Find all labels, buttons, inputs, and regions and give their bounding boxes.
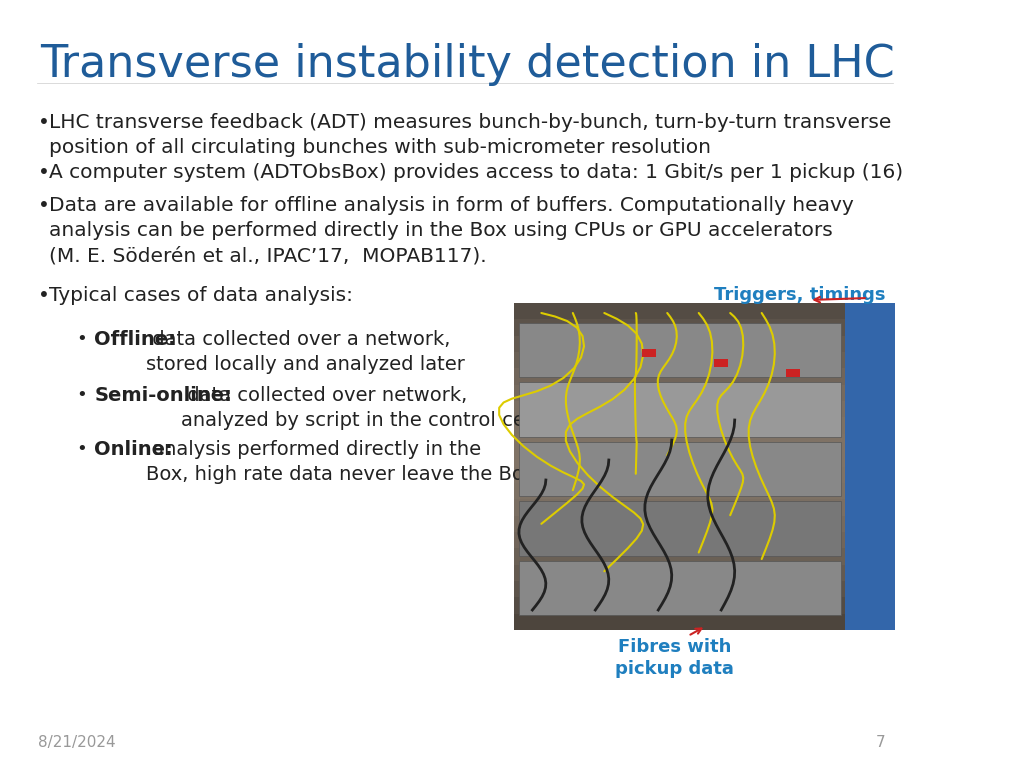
Bar	[514, 369, 895, 385]
Text: Triggers, timings: Triggers, timings	[715, 286, 886, 304]
Text: •: •	[77, 440, 87, 458]
Text: data collected over a network,
stored locally and analyzed later: data collected over a network, stored lo…	[145, 330, 465, 374]
Text: •: •	[38, 196, 49, 215]
Bar	[514, 418, 895, 434]
Bar	[514, 614, 895, 630]
Bar	[514, 466, 895, 483]
Text: •: •	[38, 163, 49, 182]
Bar	[514, 515, 895, 532]
Bar	[519, 442, 841, 496]
Text: Data are available for offline analysis in form of buffers. Computationally heav: Data are available for offline analysis …	[49, 196, 854, 265]
Text: 7: 7	[877, 735, 886, 750]
Bar	[514, 564, 895, 581]
Text: Transverse instability detection in LHC: Transverse instability detection in LHC	[41, 43, 895, 86]
Bar	[514, 450, 895, 466]
Text: 8/21/2024: 8/21/2024	[38, 735, 116, 750]
Text: •: •	[77, 330, 87, 348]
Bar	[786, 369, 801, 377]
Bar	[519, 323, 841, 377]
Bar	[514, 532, 895, 548]
Bar	[519, 382, 841, 437]
Bar	[514, 598, 895, 614]
Text: •: •	[38, 113, 49, 132]
Bar	[714, 359, 728, 367]
Bar	[514, 499, 895, 515]
Text: LHC transverse feedback (ADT) measures bunch-by-bunch, turn-by-turn transverse
p: LHC transverse feedback (ADT) measures b…	[49, 113, 892, 157]
Bar	[514, 352, 895, 369]
Text: Typical cases of data analysis:: Typical cases of data analysis:	[49, 286, 353, 305]
Text: Online:: Online:	[94, 440, 173, 459]
Bar	[514, 303, 895, 319]
Bar	[514, 319, 895, 336]
Bar	[514, 483, 895, 499]
Bar	[514, 401, 895, 418]
Text: Fibres with
pickup data: Fibres with pickup data	[615, 638, 734, 678]
Bar	[519, 502, 841, 555]
Bar	[642, 349, 656, 357]
Text: •: •	[38, 286, 49, 305]
Bar	[514, 303, 895, 630]
Text: Semi-online:: Semi-online:	[94, 386, 232, 405]
Bar	[514, 434, 895, 450]
Bar	[845, 303, 895, 630]
Text: Offline:: Offline:	[94, 330, 176, 349]
Bar	[514, 581, 895, 598]
Text: A computer system (ADTObsBox) provides access to data: 1 Gbit/s per 1 pickup (16: A computer system (ADTObsBox) provides a…	[49, 163, 903, 182]
Text: data collected over network,
analyzed by script in the control center: data collected over network, analyzed by…	[181, 386, 564, 430]
Bar	[514, 385, 895, 401]
Bar	[514, 336, 895, 352]
Text: analysis performed directly in the
Box, high rate data never leave the Box: analysis performed directly in the Box, …	[145, 440, 535, 484]
Bar	[514, 548, 895, 564]
Bar	[519, 561, 841, 615]
Text: •: •	[77, 386, 87, 404]
